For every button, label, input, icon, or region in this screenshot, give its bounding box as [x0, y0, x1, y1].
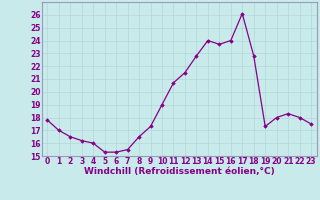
X-axis label: Windchill (Refroidissement éolien,°C): Windchill (Refroidissement éolien,°C) [84, 167, 275, 176]
